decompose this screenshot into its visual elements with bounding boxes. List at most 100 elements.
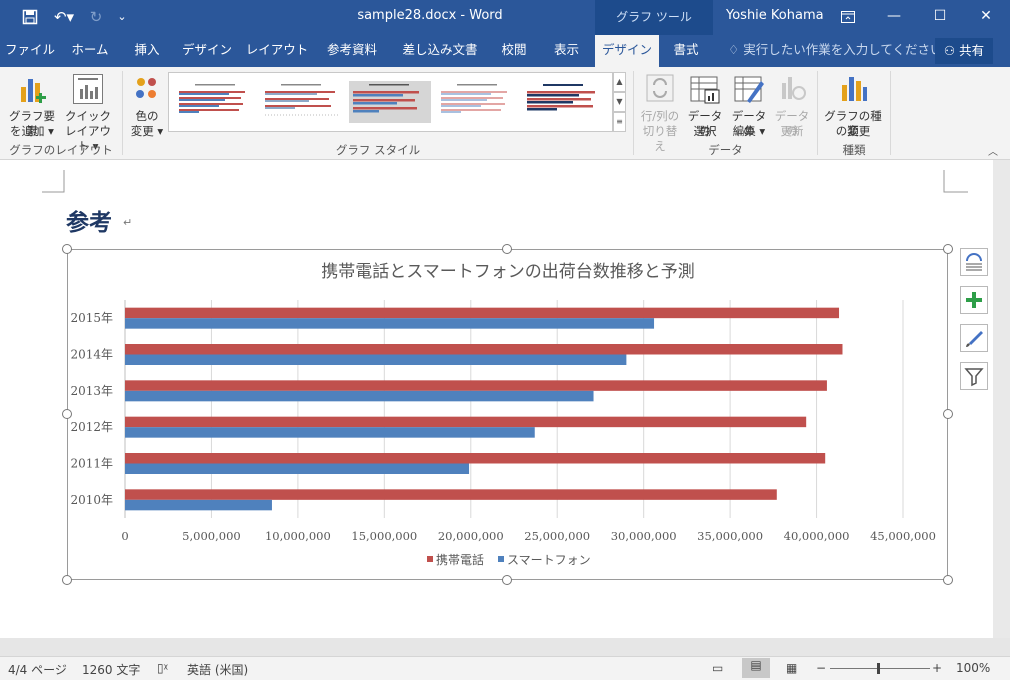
tab-review[interactable]: 校閲: [501, 42, 527, 57]
share-button[interactable]: ⚇ 共有: [935, 38, 993, 64]
edit-data-icon: [734, 76, 764, 103]
tab-home[interactable]: ホーム: [71, 42, 109, 57]
resize-handle[interactable]: [943, 244, 953, 254]
resize-handle[interactable]: [62, 244, 72, 254]
bar-series2: [125, 463, 470, 474]
x-tick-label: 35,000,000: [697, 529, 763, 543]
chart-filters-button[interactable]: [960, 362, 988, 390]
x-tick-label: 30,000,000: [611, 529, 677, 543]
tab-file[interactable]: ファイル: [4, 42, 55, 57]
change-colors-button[interactable]: 色の 変更 ▾: [126, 71, 168, 139]
change-chart-type-label-2: の変更: [835, 124, 871, 138]
tell-me-box[interactable]: ♢ 実行したい作業を入力してください: [728, 35, 942, 67]
page-count[interactable]: 4/4 ページ: [8, 663, 67, 677]
y-category-label: 2010年: [70, 493, 113, 507]
x-tick-label: 15,000,000: [351, 529, 417, 543]
x-tick-label: 25,000,000: [524, 529, 590, 543]
select-data-label-2: 選択: [693, 124, 717, 138]
y-category-label: 2013年: [70, 384, 113, 398]
zoom-level[interactable]: 100%: [956, 661, 991, 675]
tab-mailings[interactable]: 差し込み文書: [402, 42, 478, 57]
y-category-label: 2012年: [70, 420, 113, 434]
save-icon[interactable]: [18, 6, 42, 28]
zoom-out-icon[interactable]: −: [816, 661, 827, 675]
tab-design-doc[interactable]: デザイン: [181, 42, 232, 57]
status-bar: 4/4 ページ 1260 文字 ▯ᵡ 英語 (米国) ▭ ▤ ▦ − + 100…: [0, 656, 1010, 680]
word-count[interactable]: 1260 文字: [82, 663, 141, 677]
section-heading: 参考: [66, 209, 112, 236]
tell-me-text: 実行したい作業を入力してください: [743, 42, 943, 57]
group-label-type: 種類: [842, 143, 866, 157]
zoom-in-icon[interactable]: +: [932, 661, 943, 675]
gallery-more-icon[interactable]: ≡: [613, 112, 626, 132]
chart-style-2[interactable]: [261, 81, 343, 123]
add-chart-element-button[interactable]: グラフ要素 を追加 ▾: [4, 71, 60, 139]
y-category-label: 2014年: [70, 348, 113, 362]
bar-series2: [125, 318, 655, 329]
chart-elements-button[interactable]: [960, 286, 988, 314]
chart-style-1[interactable]: [175, 81, 257, 123]
share-label: 共有: [959, 43, 985, 58]
chart-title[interactable]: 携帯電話とスマートフォンの出荷台数推移と予測: [321, 262, 695, 282]
chart-style-4[interactable]: [437, 81, 519, 123]
ribbon: グラフ要素 を追加 ▾ クイック レイアウト ▾ 色の 変更 ▾: [0, 67, 1010, 160]
resize-handle[interactable]: [62, 409, 72, 419]
x-tick-label: 20,000,000: [438, 529, 504, 543]
customize-qat-icon[interactable]: ⌄: [117, 10, 127, 23]
resize-handle[interactable]: [502, 575, 512, 585]
edit-data-button[interactable]: データの 編集 ▾: [727, 71, 771, 139]
maximize-icon[interactable]: ☐: [933, 8, 947, 24]
resize-handle[interactable]: [502, 244, 512, 254]
chart-style-5[interactable]: [523, 81, 605, 123]
tab-view[interactable]: 表示: [553, 42, 579, 57]
ribbon-display-options-icon[interactable]: [825, 0, 871, 33]
zoom-slider[interactable]: [830, 668, 930, 669]
bar-series1: [125, 307, 840, 319]
separator: [633, 71, 634, 155]
tab-insert[interactable]: 挿入: [134, 42, 160, 57]
proofing-icon[interactable]: ▯ᵡ: [157, 661, 168, 675]
zoom-slider-thumb[interactable]: [877, 663, 880, 674]
refresh-data-button: データの 更新: [771, 71, 813, 139]
tab-references[interactable]: 参考資料: [326, 42, 377, 57]
print-layout-icon[interactable]: ▤: [742, 658, 770, 678]
palette-icon: [136, 78, 156, 98]
change-chart-type-icon: [842, 77, 867, 101]
chart-object[interactable]: 携帯電話とスマートフォンの出荷台数推移と予測 2010年 2011年 2012年 20…: [67, 249, 948, 580]
layout-options-button[interactable]: [960, 248, 988, 276]
close-icon[interactable]: ✕: [980, 8, 992, 24]
chart-style-3[interactable]: [349, 81, 431, 123]
read-mode-icon[interactable]: ▭: [712, 661, 724, 675]
chart-styles-button[interactable]: [960, 324, 988, 352]
gallery-down-icon[interactable]: ▼: [613, 92, 626, 112]
paragraph-mark: ↵: [123, 216, 133, 229]
switch-row-column-label-2: 切り替え: [642, 124, 678, 153]
user-name[interactable]: Yoshie Kohama: [726, 8, 824, 23]
quick-layout-label-2: レイアウト: [65, 124, 111, 153]
x-tick-label: 0: [121, 529, 128, 543]
tab-format[interactable]: 書式: [673, 42, 699, 57]
resize-handle[interactable]: [943, 575, 953, 585]
quick-layout-button[interactable]: クイック レイアウト ▾: [60, 71, 116, 153]
language[interactable]: 英語 (米国): [187, 663, 249, 677]
x-tick-label: 5,000,000: [182, 529, 241, 543]
chart-tools-context: グラフ ツール: [595, 0, 713, 35]
resize-handle[interactable]: [943, 409, 953, 419]
bar-series2: [125, 390, 594, 402]
refresh-data-label-2: 更新: [780, 124, 804, 138]
minimize-icon[interactable]: —: [887, 8, 901, 24]
web-layout-icon[interactable]: ▦: [786, 661, 798, 675]
undo-icon[interactable]: ↶▾: [53, 8, 75, 26]
collapse-ribbon-icon[interactable]: ︿: [988, 147, 998, 158]
group-label-chart-layouts: グラフのレイアウト: [9, 143, 113, 157]
resize-handle[interactable]: [62, 575, 72, 585]
select-data-button[interactable]: データの 選択: [683, 71, 727, 139]
switch-row-column-icon: [646, 74, 674, 102]
tab-chart-design[interactable]: デザイン: [595, 35, 659, 67]
gallery-up-icon[interactable]: ▲: [613, 72, 626, 92]
vertical-scrollbar[interactable]: [993, 160, 1010, 638]
change-chart-type-button[interactable]: グラフの種類 の変更: [820, 71, 886, 139]
x-tick-label: 40,000,000: [784, 529, 850, 543]
chart-style-gallery[interactable]: [168, 72, 613, 132]
tab-layout[interactable]: レイアウト: [245, 42, 309, 57]
